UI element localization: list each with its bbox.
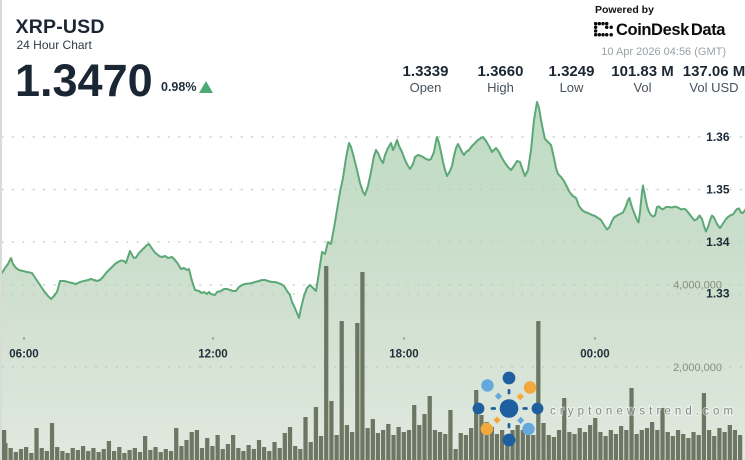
svg-text:00:00: 00:00 (580, 349, 609, 361)
svg-text:06:00: 06:00 (9, 349, 38, 361)
svg-text:12:00: 12:00 (198, 349, 227, 361)
svg-text:1.35: 1.35 (706, 183, 730, 197)
svg-text:1.33: 1.33 (706, 287, 730, 301)
svg-text:1.34: 1.34 (706, 235, 730, 249)
svg-text:cryptonewstrend.com: cryptonewstrend.com (550, 406, 737, 418)
svg-text:18:00: 18:00 (389, 349, 418, 361)
svg-text:2,000,000: 2,000,000 (673, 362, 722, 374)
svg-text:4,000,000: 4,000,000 (673, 280, 722, 292)
svg-text:1.36: 1.36 (706, 130, 730, 144)
